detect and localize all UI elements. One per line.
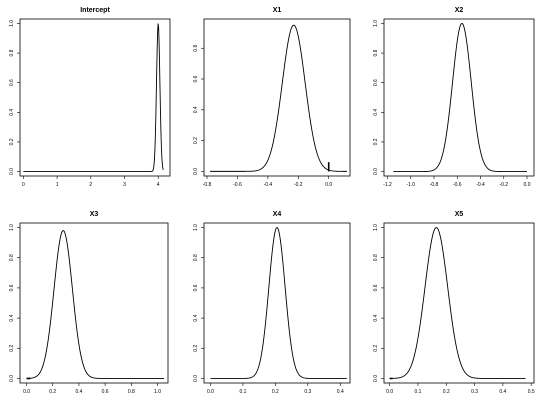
x-tick-label: -0.6 bbox=[233, 182, 242, 188]
y-tick-label: 0.0 bbox=[373, 375, 379, 382]
panel-intercept: Intercept 0 1 2 3 4 0.0 0.2 0.4 0.6 0.8 1.0 bbox=[9, 7, 171, 188]
x-tick-label: -0.2 bbox=[294, 182, 303, 188]
panel-title: X5 bbox=[455, 211, 464, 218]
x-tick-label: 0.0 bbox=[23, 389, 30, 395]
x-tick-label: 0.0 bbox=[386, 389, 393, 395]
x-tick-label: 0.3 bbox=[471, 389, 478, 395]
density-curve bbox=[210, 227, 347, 379]
x-tick-label: -0.8 bbox=[430, 182, 439, 188]
panel-title: X1 bbox=[273, 7, 282, 14]
panel-title: X4 bbox=[273, 211, 282, 218]
y-tick-label: 0.2 bbox=[373, 138, 379, 145]
x-tick-label: 3 bbox=[123, 182, 126, 188]
plot-frame bbox=[203, 18, 351, 177]
panel-x2: X2 -1.2 -1.0 -0.8 -0.6 -0.4 -0.2 0.0 0.0 0.2 0.4 0.… bbox=[373, 7, 535, 188]
y-tick-label: 0.2 bbox=[9, 345, 15, 352]
y-tick-label: 0.2 bbox=[9, 138, 15, 145]
x-tick-label: 0.0 bbox=[524, 182, 531, 188]
panel-x3: X3 0.0 0.2 0.4 0.6 0.8 1.0 0.0 0.2 0.4 0.6 0.8 1.0 bbox=[9, 211, 169, 395]
density-curve bbox=[23, 23, 164, 173]
x-tick-label: 1 bbox=[56, 182, 59, 188]
y-tick-label: 1.0 bbox=[373, 20, 379, 27]
x-tick-label: 0.4 bbox=[499, 389, 506, 395]
y-tick-label: 1.0 bbox=[373, 224, 379, 231]
y-tick-label: 0.4 bbox=[373, 109, 379, 116]
y-tick-label: 0.8 bbox=[373, 49, 379, 56]
y-tick-label: 1.0 bbox=[193, 224, 199, 231]
y-tick-label: 0.6 bbox=[373, 79, 379, 86]
panel-title: Intercept bbox=[80, 7, 110, 14]
y-tick-label: 0.2 bbox=[193, 345, 199, 352]
panel-title: X3 bbox=[90, 211, 99, 218]
x-tick-label: 0.4 bbox=[337, 389, 344, 395]
x-tick-label: -0.2 bbox=[499, 182, 508, 188]
panel-x4: X4 0.0 0.1 0.2 0.3 0.4 0.0 0.2 0.4 0.6 0.8 1.0 bbox=[193, 211, 351, 395]
x-tick-label: 0.2 bbox=[49, 389, 56, 395]
panel-x1: X1 -0.8 -0.6 -0.4 -0.2 0.0 0.0 0.2 0.4 0.6 0.8 bbox=[193, 7, 351, 188]
x-tick-label: 0.3 bbox=[304, 389, 311, 395]
panel-x5: X5 0.0 0.1 0.2 0.3 0.4 0.5 0.0 0.2 0.4 0.6 0.8 1.0 bbox=[373, 211, 535, 395]
x-tick-label: 0.4 bbox=[75, 389, 82, 395]
x-tick-label: 0.6 bbox=[102, 389, 109, 395]
y-tick-label: 0.8 bbox=[9, 49, 15, 56]
x-tick-label: 0 bbox=[22, 182, 25, 188]
y-tick-label: 0.4 bbox=[193, 106, 199, 113]
y-tick-label: 0.0 bbox=[193, 168, 199, 175]
x-tick-label: 1.0 bbox=[154, 389, 161, 395]
y-tick-label: 0.8 bbox=[373, 254, 379, 261]
x-tick-label: 0.0 bbox=[207, 389, 214, 395]
y-tick-label: 0.6 bbox=[373, 284, 379, 291]
x-tick-label: 0.0 bbox=[325, 182, 332, 188]
x-tick-label: -1.0 bbox=[406, 182, 415, 188]
x-tick-label: 0.8 bbox=[128, 389, 135, 395]
y-tick-label: 0.4 bbox=[9, 109, 15, 116]
density-curve bbox=[210, 24, 347, 172]
x-tick-label: 0.2 bbox=[272, 389, 279, 395]
y-tick-label: 0.4 bbox=[373, 314, 379, 321]
x-tick-label: 2 bbox=[89, 182, 92, 188]
x-tick-label: 0.1 bbox=[239, 389, 246, 395]
plot-frame bbox=[383, 222, 535, 384]
y-tick-label: 0.6 bbox=[193, 75, 199, 82]
density-curve bbox=[393, 22, 528, 173]
plot-frame bbox=[19, 18, 171, 177]
y-tick-label: 0.0 bbox=[193, 375, 199, 382]
x-tick-label: 0.2 bbox=[443, 389, 450, 395]
y-tick-label: 0.0 bbox=[9, 168, 15, 175]
density-curve bbox=[389, 227, 526, 379]
y-tick-label: 0.0 bbox=[9, 375, 15, 382]
plot-frame bbox=[383, 18, 535, 177]
y-tick-label: 0.8 bbox=[193, 254, 199, 261]
y-tick-label: 0.8 bbox=[193, 45, 199, 52]
y-tick-label: 0.6 bbox=[9, 284, 15, 291]
y-tick-label: 0.8 bbox=[9, 254, 15, 261]
x-tick-label: -0.8 bbox=[203, 182, 212, 188]
x-tick-label: 0.1 bbox=[414, 389, 421, 395]
x-tick-label: -0.6 bbox=[453, 182, 462, 188]
y-tick-label: 0.2 bbox=[193, 137, 199, 144]
plot-frame bbox=[203, 222, 351, 384]
x-tick-label: 4 bbox=[157, 182, 160, 188]
y-tick-label: 0.4 bbox=[9, 314, 15, 321]
x-tick-label: -1.2 bbox=[383, 182, 392, 188]
plot-frame bbox=[19, 222, 169, 384]
y-tick-label: 0.2 bbox=[373, 345, 379, 352]
x-tick-label: -0.4 bbox=[264, 182, 273, 188]
y-tick-label: 0.4 bbox=[193, 314, 199, 321]
x-tick-label: -0.4 bbox=[476, 182, 485, 188]
panel-title: X2 bbox=[455, 7, 464, 14]
y-tick-label: 0.0 bbox=[373, 168, 379, 175]
density-curve bbox=[26, 230, 165, 379]
y-tick-label: 0.6 bbox=[9, 79, 15, 86]
y-tick-label: 1.0 bbox=[9, 224, 15, 231]
x-tick-label: 0.5 bbox=[528, 389, 535, 395]
y-tick-label: 1.0 bbox=[9, 20, 15, 27]
y-tick-label: 0.6 bbox=[193, 284, 199, 291]
